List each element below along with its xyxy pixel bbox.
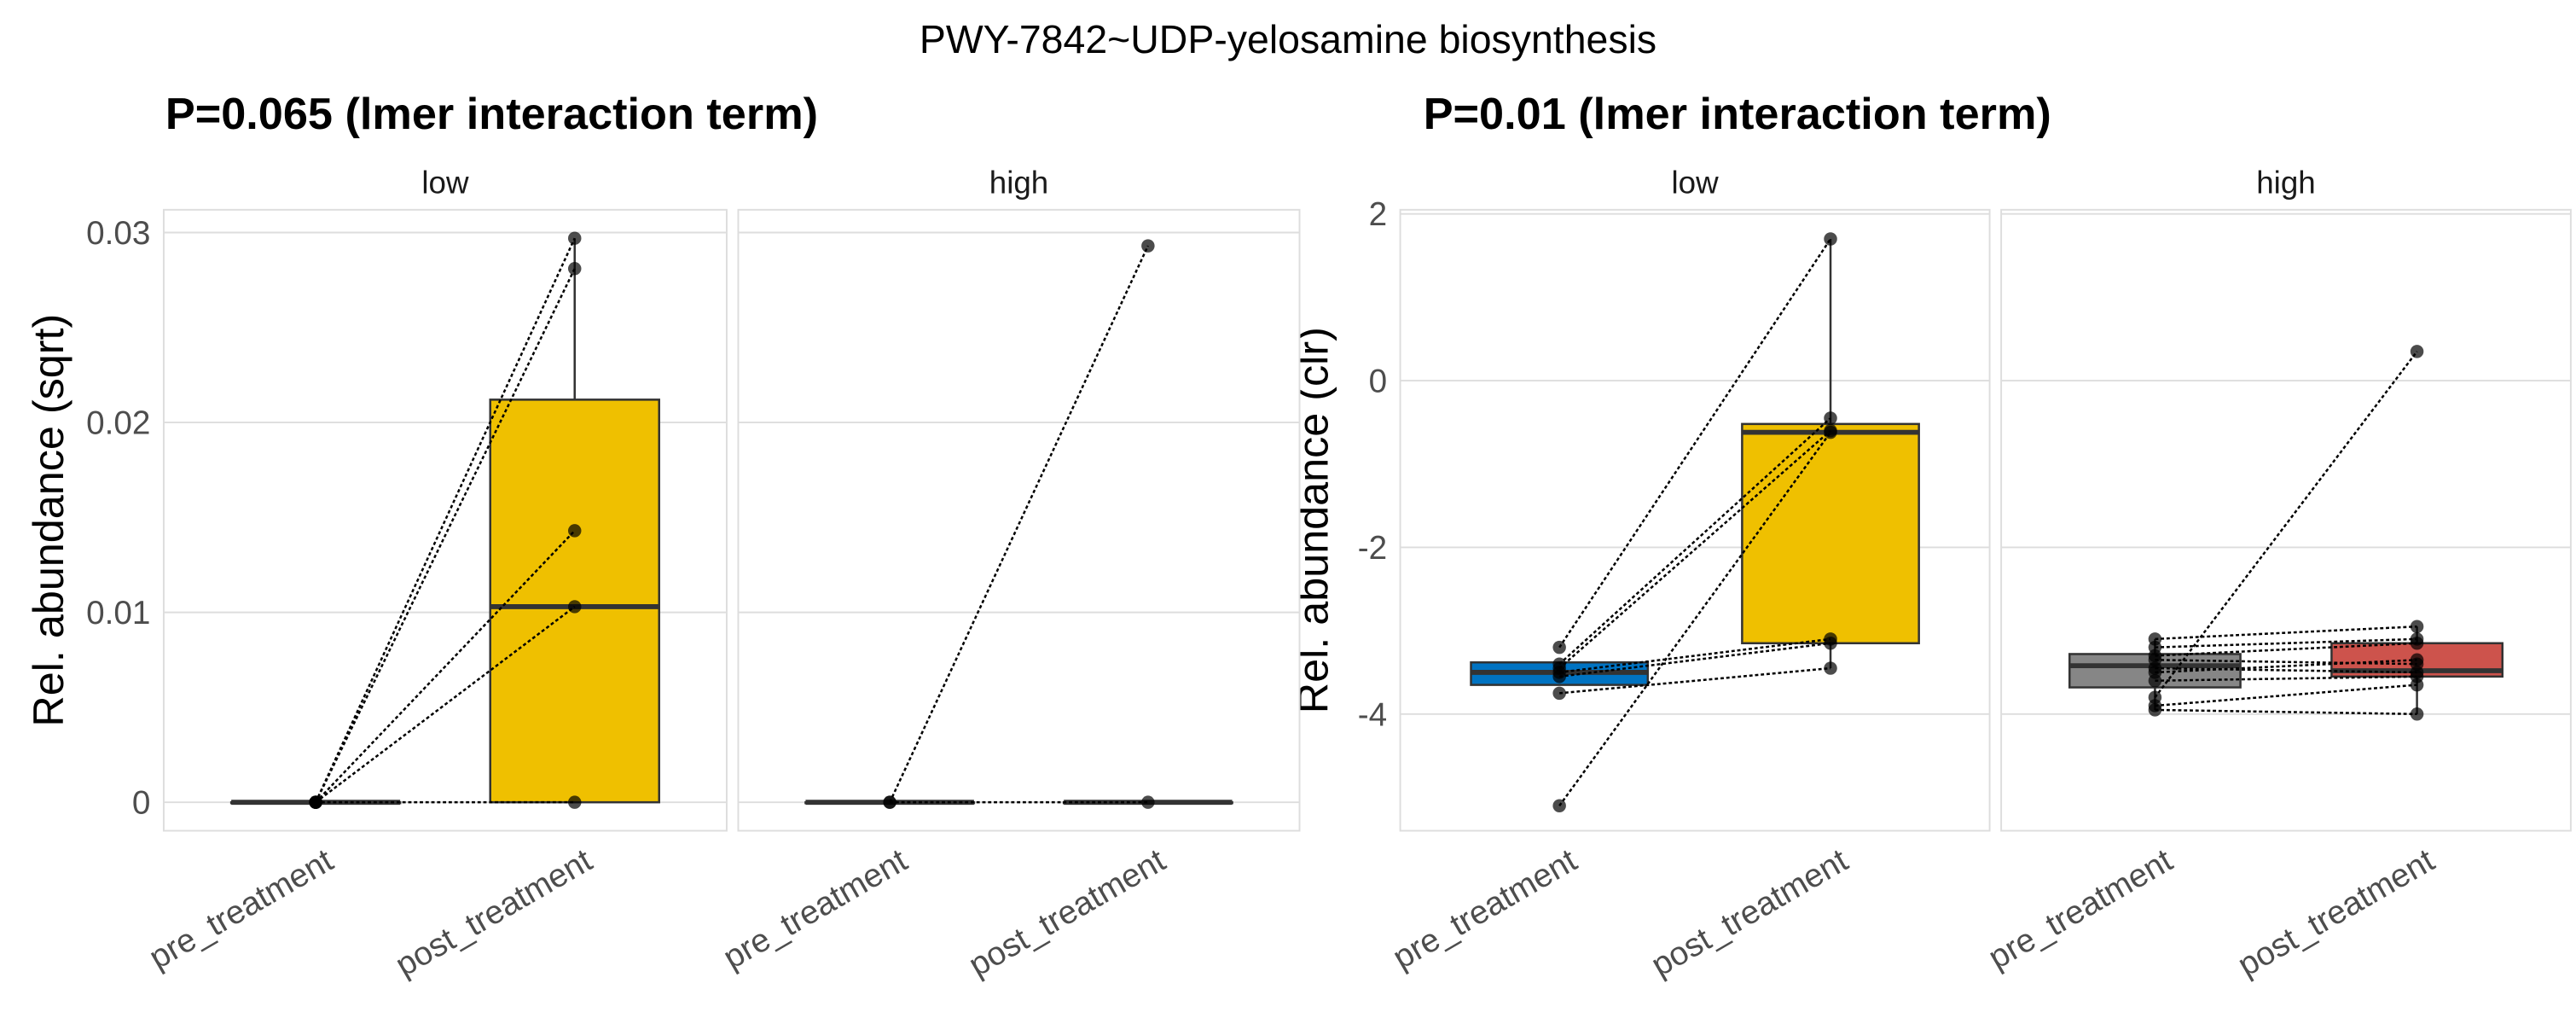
facet-strip-label: high	[2256, 165, 2316, 200]
data-point-post	[1141, 239, 1155, 253]
figure-title: PWY-7842~UDP-yelosamine biosynthesis	[920, 17, 1656, 61]
data-point-post	[2410, 345, 2424, 358]
y-tick-label: -4	[1358, 696, 1387, 733]
x-tick-label: post_treatment	[389, 842, 598, 984]
paired-line	[2154, 351, 2418, 699]
data-point-post	[1824, 411, 1837, 425]
paired-line	[315, 268, 576, 803]
paired-line	[1559, 637, 1831, 674]
paired-line	[2155, 625, 2417, 641]
x-tick-label: pre_treatment	[1982, 842, 2179, 977]
x-tick-label: pre_treatment	[143, 842, 339, 977]
data-point-pre	[1552, 670, 1566, 684]
y-tick-label: 0	[1369, 364, 1388, 400]
paired-line	[1559, 666, 1831, 695]
paired-line	[2155, 675, 2417, 682]
data-point-post	[1824, 637, 1837, 650]
paired-line	[1558, 431, 1832, 806]
paired-line	[2155, 666, 2417, 674]
paired-line	[314, 237, 576, 803]
x-tick-label: post_treatment	[1645, 842, 1854, 984]
paired-line	[2155, 659, 2417, 666]
panel-border	[2000, 208, 2572, 832]
facet-strip-label: low	[1672, 165, 1720, 200]
paired-line	[1558, 429, 1831, 670]
data-point-post	[1824, 232, 1837, 246]
paired-line	[2155, 637, 2417, 649]
right-plot-title: P=0.01 (lmer interaction term)	[1424, 90, 2051, 139]
data-point-post	[2410, 637, 2424, 650]
data-point-pre	[883, 795, 896, 809]
data-point-pre	[2148, 673, 2162, 688]
paired-line	[315, 530, 576, 804]
left-plot-title: P=0.065 (lmer interaction term)	[165, 90, 818, 139]
panel-border	[737, 208, 1301, 832]
y-tick-label: -2	[1358, 530, 1387, 567]
data-point-pre	[309, 795, 322, 809]
data-point-post	[567, 231, 582, 245]
data-point-post	[2410, 653, 2424, 667]
facet-strip-label: low	[421, 165, 469, 200]
data-point-post	[567, 600, 582, 614]
x-tick-label: pre_treatment	[717, 842, 914, 977]
data-point-post	[1824, 425, 1837, 439]
y-tick-label: 0.01	[86, 595, 150, 631]
data-point-post	[2410, 620, 2424, 633]
box	[1741, 422, 1920, 645]
data-point-pre	[1552, 640, 1566, 655]
paired-line	[2155, 642, 2417, 657]
data-point-pre	[1552, 686, 1566, 701]
y-tick-label: 0	[132, 785, 151, 822]
paired-line	[2155, 659, 2417, 674]
data-point-post	[1824, 661, 1837, 675]
data-point-post	[2410, 707, 2424, 721]
paired-line	[1558, 417, 1831, 666]
paired-line	[2155, 708, 2417, 716]
paired-line	[315, 605, 576, 804]
data-point-post	[567, 524, 582, 538]
y-tick-label: 2	[1369, 196, 1388, 233]
paired-line	[1559, 642, 1831, 678]
paired-line	[1558, 238, 1832, 649]
data-point-post	[1141, 795, 1155, 809]
x-tick-label: pre_treatment	[1387, 842, 1583, 977]
data-point-post	[567, 795, 582, 809]
paired-line	[889, 245, 1150, 803]
y-tick-label: 0.02	[86, 405, 150, 442]
y-tick-label: 0.03	[86, 215, 150, 252]
data-point-pre	[2148, 703, 2162, 717]
facet-strip-label: high	[989, 165, 1049, 200]
left-y-axis-title: Rel. abundance (sqrt)	[24, 314, 73, 727]
data-point-post	[567, 262, 582, 276]
data-point-post	[2410, 678, 2424, 692]
x-tick-label: post_treatment	[2231, 842, 2440, 984]
data-point-pre	[1552, 799, 1566, 812]
x-tick-label: post_treatment	[963, 842, 1172, 984]
